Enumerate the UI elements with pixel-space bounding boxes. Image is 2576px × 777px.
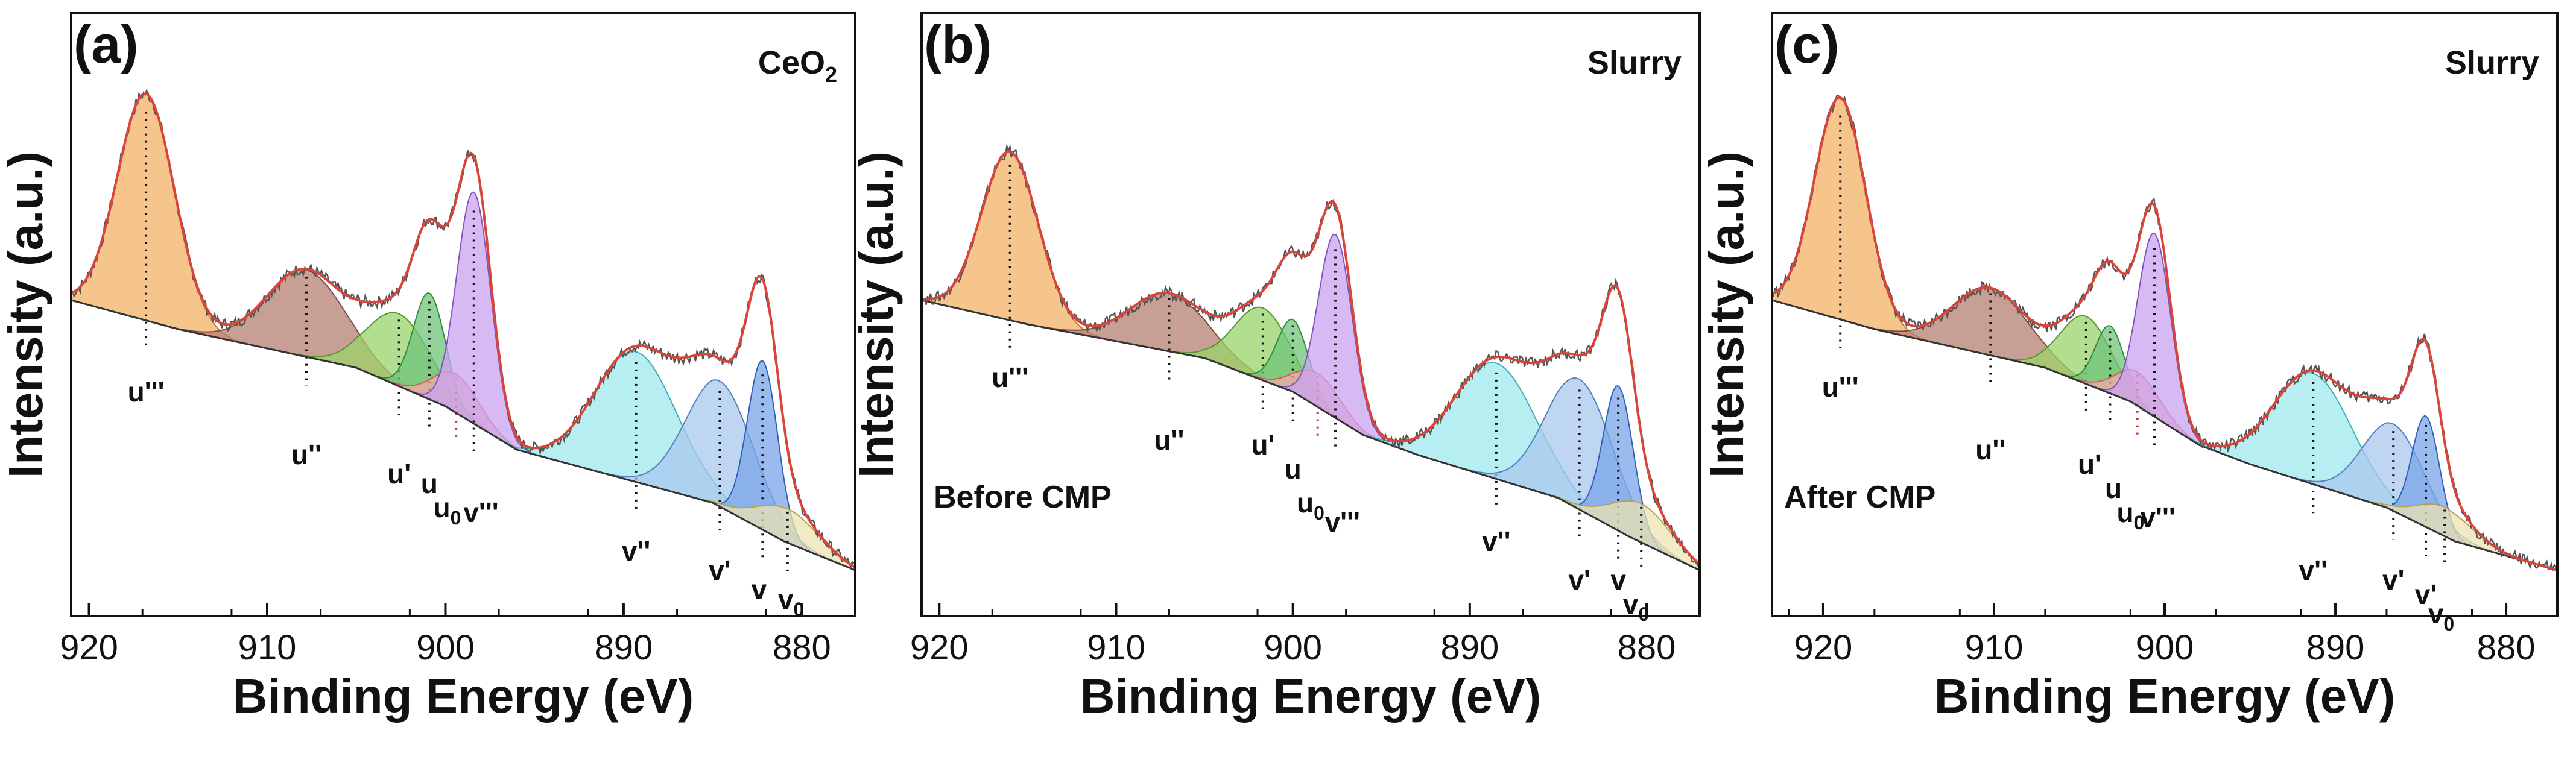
peak-label: v (752, 574, 767, 605)
peak-uppp (71, 93, 261, 348)
x-tick-label: 920 (1794, 628, 1853, 667)
x-tick-label: 890 (1440, 628, 1499, 667)
y-axis-label: Intensity (a.u.) (849, 151, 903, 478)
fit-envelope-line (921, 150, 1701, 565)
y-axis-label: Intensity (a.u.) (1700, 151, 1753, 478)
sample-label: CeO2 (758, 45, 837, 87)
condition-annotation: Before CMP (934, 480, 1112, 515)
peak-label: v' (2415, 579, 2437, 610)
peak-uppp (921, 151, 1123, 344)
peak-label: v''' (2140, 502, 2175, 533)
peak-label: v' (709, 555, 731, 586)
peak-label: u (2105, 473, 2122, 504)
peak-label: v0 (2428, 598, 2454, 635)
peak-label: u''' (1822, 371, 1859, 403)
condition-annotation: After CMP (1784, 480, 1935, 515)
fit-envelope-line (71, 92, 856, 569)
sample-label: Slurry (2445, 45, 2539, 81)
panel-label: (a) (74, 14, 139, 74)
peak-label: v' (1568, 564, 1590, 596)
x-tick-label: 880 (773, 628, 831, 667)
panel-a: 920 910 900 890 880 Binding Energy (eV) Intens… (0, 12, 856, 723)
x-tick-label: 880 (1618, 628, 1676, 667)
peak-label: u'' (291, 439, 321, 470)
peak-label: u (1285, 453, 1302, 485)
y-axis-label: Intensity (a.u.) (0, 151, 52, 478)
background-line (1771, 299, 2558, 571)
x-tick-label: 900 (1264, 628, 1322, 667)
x-axis-label: Binding Energy (eV) (1080, 669, 1542, 723)
x-axis-label: Binding Energy (eV) (233, 669, 694, 723)
x-tick-label: 900 (416, 628, 475, 667)
peak-label: v'' (2299, 555, 2328, 586)
panel-label: (c) (1774, 14, 1840, 74)
peak-label: u' (387, 458, 411, 489)
x-tick-label: 880 (2477, 628, 2536, 667)
x-tick-label: 910 (1965, 628, 2024, 667)
fit-envelope-line (1771, 96, 2558, 571)
x-tick-label: 910 (1087, 628, 1145, 667)
peak-label: v'' (1482, 526, 1510, 557)
panel-label: (b) (924, 14, 992, 74)
peak-label: u' (2078, 448, 2101, 480)
background-line (71, 299, 856, 571)
peak-label: u' (1251, 429, 1274, 461)
peak-label: u'' (1975, 434, 2005, 465)
peak-label: u'' (1154, 424, 1184, 456)
x-tick-label: 920 (60, 628, 118, 667)
peak-label: v''' (1325, 506, 1360, 538)
x-tick-label: 900 (2136, 628, 2194, 667)
x-tick-label: 920 (910, 628, 969, 667)
peak-label: v0 (778, 584, 804, 620)
sample-label: Slurry (1587, 45, 1682, 81)
peak-label: v'' (622, 535, 650, 567)
peak-label: u0 (1297, 487, 1324, 524)
axes-frame (70, 12, 856, 617)
peak-label: u''' (128, 376, 165, 407)
peak-label: u''' (992, 362, 1028, 393)
background-line (921, 299, 1700, 571)
peak-label: v' (2382, 564, 2405, 596)
peak-label: u0 (433, 492, 461, 529)
panel-b: 920 910 900 890 880 Binding Energy (eV) Intens… (849, 12, 1701, 723)
peak-label: u (421, 468, 438, 499)
peak-label: v0 (1623, 588, 1649, 625)
peak-label: v (1610, 564, 1626, 596)
axes-frame (920, 12, 1701, 617)
peak-label: v''' (463, 497, 498, 528)
x-tick-label: 910 (238, 628, 297, 667)
x-axis-label: Binding Energy (eV) (1934, 669, 2396, 723)
x-tick-label: 890 (595, 628, 653, 667)
panel-c: 920 910 900 890 880 Binding Energy (eV) Intens… (1700, 12, 2559, 723)
x-tick-label: 890 (2306, 628, 2365, 667)
